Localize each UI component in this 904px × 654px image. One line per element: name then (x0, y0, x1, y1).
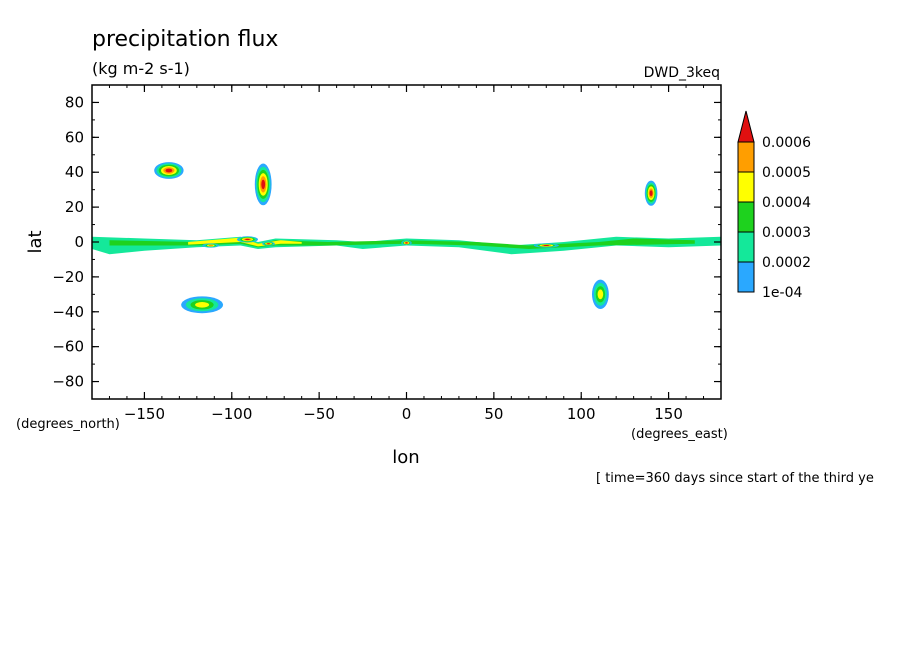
x-tick-label: −50 (303, 405, 335, 423)
precip-storm-nw-pacific-level-5 (165, 168, 173, 173)
precip-max-eq-4-level-5 (543, 245, 550, 246)
x-tick-label: 0 (402, 405, 412, 423)
x-tick-label: 100 (567, 405, 596, 423)
y-tick-label: 60 (65, 128, 84, 146)
colorbar-label: 0.0006 (762, 135, 811, 151)
dataset-label: DWD_3keq (644, 65, 720, 81)
time-annotation: [ time=360 days since start of the third… (596, 471, 874, 486)
y-axis-label: lat (25, 230, 46, 253)
colorbar-label: 0.0005 (762, 165, 811, 181)
colorbar-arrow (737, 110, 755, 143)
x-axis-ticks: −150 −100 −50 0 50 100 150 (108, 85, 705, 423)
colorbar-label: 0.0002 (762, 255, 811, 271)
x-tick-label: −100 (211, 405, 252, 423)
colorbar: 1e-04 0.0002 0.0003 0.0004 0.0005 0.0006 (737, 110, 811, 301)
y-units-label: (degrees_north) (16, 417, 120, 432)
y-axis-ticks: −80 −60 −40 −20 0 20 40 60 80 (52, 84, 721, 400)
x-tick-label: −150 (124, 405, 165, 423)
y-tick-label: 0 (74, 233, 84, 251)
y-tick-label: −20 (52, 268, 84, 286)
precip-max-eq-3-level-5 (405, 242, 408, 244)
colorbar-box-1 (737, 231, 755, 263)
precip-storm-s-pacific-level-3 (195, 302, 210, 308)
x-units-label: (degrees_east) (631, 427, 728, 442)
y-tick-label: −40 (52, 303, 84, 321)
chart-units: (kg m-2 s-1) (92, 59, 190, 78)
precip-field (92, 162, 721, 314)
colorbar-box-2 (737, 201, 755, 233)
y-tick-label: −80 (52, 373, 84, 391)
colorbar-box-4 (737, 141, 755, 173)
x-axis-label: lon (392, 447, 419, 468)
y-tick-label: −60 (52, 338, 84, 356)
x-tick-label: 150 (654, 405, 683, 423)
y-tick-label: 40 (65, 163, 84, 181)
y-tick-label: 80 (65, 93, 84, 111)
precip-storm-n-america-level-5 (261, 179, 266, 190)
y-tick-label: 20 (65, 198, 84, 216)
colorbar-label: 1e-04 (762, 285, 802, 301)
colorbar-box-3 (737, 171, 755, 203)
colorbar-label: 0.0003 (762, 225, 811, 241)
precip-storm-japan-level-5 (649, 190, 653, 197)
precip-max-eq-1-level-5 (245, 238, 250, 241)
chart-title: precipitation flux (92, 27, 278, 52)
precip-storm-s-indian-level-3 (597, 289, 604, 300)
x-tick-label: 50 (484, 405, 503, 423)
precip-max-eq-2-level-5 (267, 243, 270, 245)
colorbar-label: 0.0004 (762, 195, 811, 211)
precip-max-eq-5-level-4 (208, 244, 214, 247)
colorbar-box-0 (737, 261, 755, 293)
